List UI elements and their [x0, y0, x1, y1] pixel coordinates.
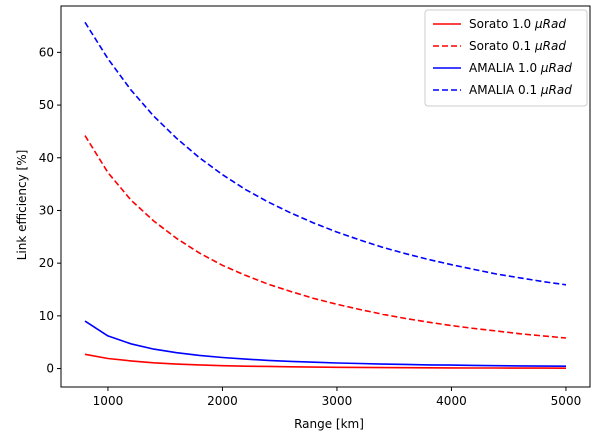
legend-label-2: AMALIA 1.0 μRad [469, 61, 572, 75]
legend-label-unit: μRad [534, 17, 566, 31]
x-axis-label: Range [km] [294, 417, 364, 431]
plot-frame [60, 5, 591, 388]
y-tick-label: 20 [39, 256, 54, 270]
legend-label-text: AMALIA 1.0 [469, 61, 541, 75]
legend-label-1: Sorato 0.1 μRad [469, 39, 566, 53]
x-tick-label: 4000 [436, 394, 467, 408]
x-tick-label: 5000 [551, 394, 582, 408]
y-axis-label: Link efficiency [%] [15, 150, 29, 261]
y-tick-label: 10 [39, 309, 54, 323]
legend-label-text: Sorato 0.1 [469, 39, 535, 53]
y-tick-label: 40 [39, 151, 54, 165]
y-tick-label: 0 [46, 362, 54, 376]
y-tick-label: 60 [39, 45, 54, 59]
series-line-3 [84, 21, 567, 286]
legend-label-0: Sorato 1.0 μRad [469, 17, 566, 31]
legend-label-unit: μRad [540, 83, 572, 97]
legend-label-unit: μRad [540, 61, 572, 75]
series-line-2 [84, 320, 567, 368]
y-axis: 0 10 20 30 40 50 60 [39, 45, 61, 376]
x-tick-label: 3000 [322, 394, 353, 408]
x-axis: 1000 2000 3000 4000 5000 [93, 387, 582, 408]
legend-label-text: Sorato 1.0 [469, 17, 535, 31]
series-line-1 [84, 135, 567, 339]
legend-label-3: AMALIA 0.1 μRad [469, 83, 572, 97]
y-tick-label: 30 [39, 203, 54, 217]
y-tick-label: 50 [39, 98, 54, 112]
series-line-0 [84, 353, 567, 370]
x-tick-label: 1000 [93, 394, 124, 408]
plot-lines [84, 21, 567, 370]
legend-label-text: AMALIA 0.1 [469, 83, 541, 97]
legend-box [424, 9, 588, 107]
legend-label-unit: μRad [534, 39, 566, 53]
x-tick-label: 2000 [207, 394, 238, 408]
